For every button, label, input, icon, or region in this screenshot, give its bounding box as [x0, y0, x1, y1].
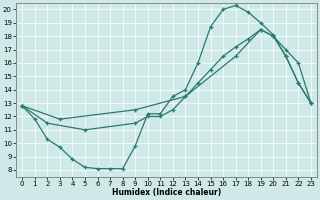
X-axis label: Humidex (Indice chaleur): Humidex (Indice chaleur): [112, 188, 221, 197]
